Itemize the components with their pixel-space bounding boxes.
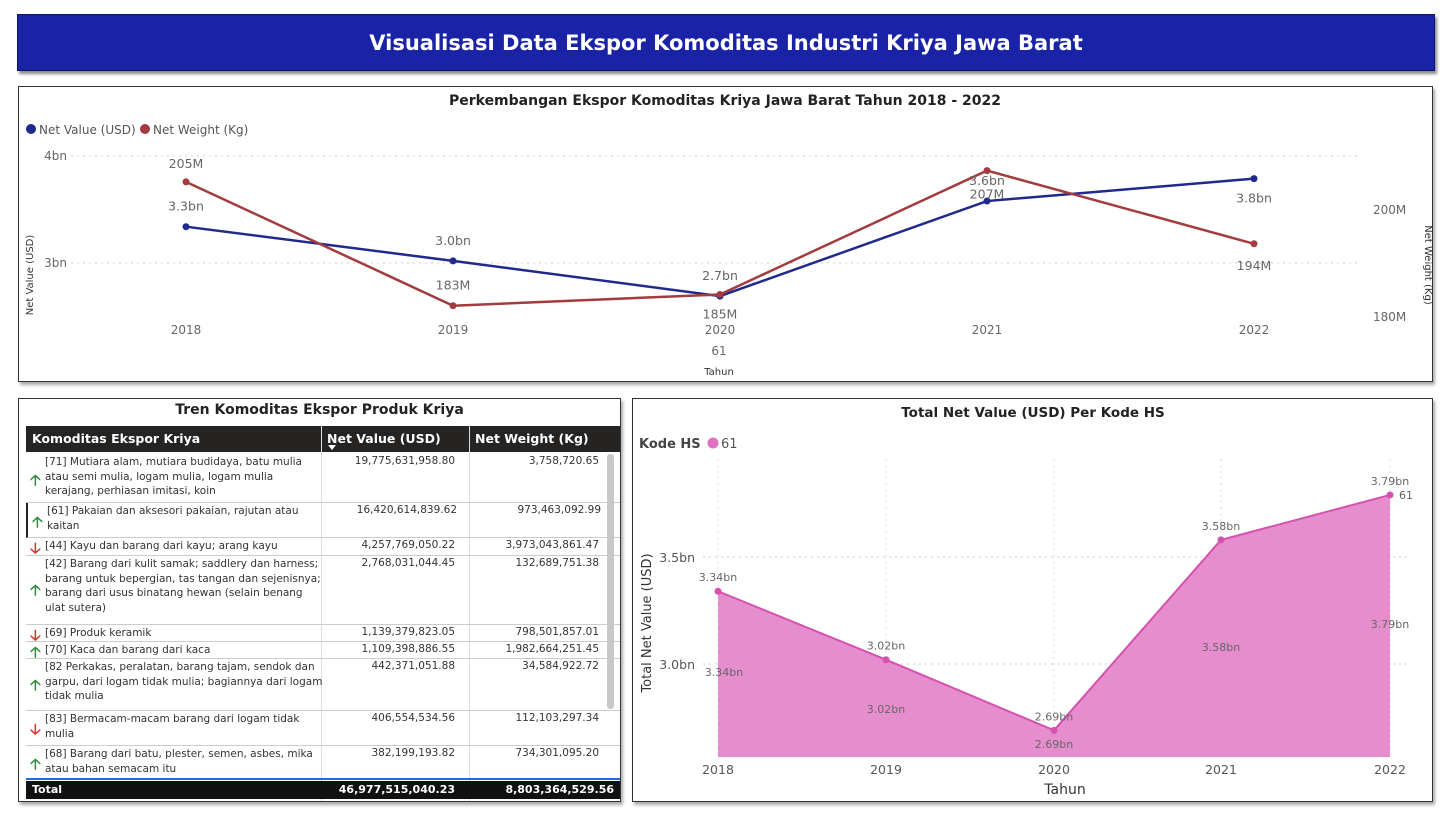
table-row[interactable]: 🡡 [82 Perkakas, peralatan, barang tajam,… [26, 659, 620, 711]
x-subtick-label: 61 [711, 344, 726, 358]
y2-tick-label: 180M [1373, 310, 1406, 324]
data-point-net-value[interactable] [449, 257, 457, 265]
area-chart: Total Net Value (USD) Per Kode HS Kode H… [639, 405, 1413, 798]
table-total-row: Total 46,977,515,040.23 8,803,364,529.56 [26, 781, 620, 799]
legend-title: Kode HS [639, 437, 701, 452]
data-label-net-value: 3.6bn [969, 173, 1005, 188]
col-header-net-value[interactable]: Net Value (USD) [327, 431, 441, 446]
y-axis-label: Net Value (USD) [25, 235, 36, 316]
data-label-net-weight: 205M [169, 156, 204, 171]
area-chart-panel[interactable]: Total Net Value (USD) Per Kode HS Kode H… [632, 398, 1433, 802]
trend-up-icon: 🡡 [30, 755, 41, 773]
data-label-inner: 3.58bn [1202, 641, 1240, 654]
data-point-net-value[interactable] [983, 197, 991, 205]
data-point-61[interactable] [1050, 726, 1058, 734]
table-row[interactable]: 🡡 [68] Barang dari batu, plester, semen,… [26, 746, 620, 780]
data-point-61[interactable] [714, 587, 722, 595]
data-label-net-weight: 185M [703, 306, 738, 321]
data-point-net-weight[interactable] [1250, 240, 1258, 248]
legend-marker-net-value [26, 124, 36, 134]
y-tick-label: 3bn [44, 256, 67, 270]
data-label-net-value: 3.8bn [1236, 191, 1272, 206]
col-header-net-weight[interactable]: Net Weight (Kg) [475, 431, 589, 446]
trend-up-icon: 🡡 [30, 643, 41, 661]
data-label-net-weight: 183M [436, 278, 471, 293]
legend-marker-61 [707, 437, 719, 449]
legend-label-61[interactable]: 61 [721, 437, 738, 452]
x-axis-label: Tahun [703, 367, 734, 378]
sort-desc-icon[interactable] [328, 445, 336, 451]
data-point-net-weight[interactable] [983, 167, 991, 175]
data-label-top: 3.79bn [1371, 475, 1409, 488]
data-point-net-weight[interactable] [449, 302, 457, 310]
data-point-net-weight[interactable] [182, 178, 190, 186]
table-row[interactable]: 🡡 [70] Kaca dan barang dari kaca 1,109,3… [26, 642, 620, 661]
x-tick-label: 2019 [870, 762, 902, 777]
table-header: Komoditas Ekspor Kriya Net Value (USD) N… [26, 426, 620, 452]
data-point-net-value[interactable] [1250, 175, 1258, 183]
x-tick-label: 2018 [171, 323, 202, 337]
area-y-axis-label: Total Net Value (USD) [640, 553, 655, 693]
line-chart: Perkembangan Ekspor Komoditas Kriya Jawa… [25, 93, 1433, 378]
data-label-inner: 3.34bn [705, 666, 743, 679]
table-row[interactable]: 🡡 [42] Barang dari kulit samak; saddlery… [26, 556, 620, 625]
legend-label-net-weight[interactable]: Net Weight (Kg) [153, 123, 248, 137]
data-point-net-weight[interactable] [716, 290, 724, 298]
trend-up-icon: 🡡 [30, 581, 41, 599]
table-row[interactable]: 🡣 [44] Kayu dan barang dari kayu; arang … [26, 538, 620, 557]
y-tick-label: 4bn [44, 149, 67, 163]
x-tick-label: 2018 [702, 762, 734, 777]
data-label-top: 3.02bn [867, 640, 905, 653]
y2-axis-label: Net Weight (Kg) [1422, 225, 1432, 305]
trend-up-icon: 🡡 [30, 471, 41, 489]
data-label-top: 3.34bn [699, 571, 737, 584]
data-point-61[interactable] [1386, 491, 1394, 499]
area-x-axis-label: Tahun [1043, 782, 1085, 798]
col-header-komoditas[interactable]: Komoditas Ekspor Kriya [32, 431, 201, 446]
data-label-net-value: 3.3bn [168, 199, 204, 214]
x-tick-label: 2020 [705, 323, 736, 337]
legend-label-net-value[interactable]: Net Value (USD) [39, 123, 136, 137]
table-title: Tren Komoditas Ekspor Produk Kriya [175, 402, 464, 418]
trend-down-icon: 🡣 [30, 626, 41, 644]
x-tick-label: 2020 [1038, 762, 1070, 777]
legend-marker-net-weight [140, 124, 150, 134]
data-label-net-value: 3.0bn [435, 233, 471, 248]
table-panel[interactable]: Tren Komoditas Ekspor Produk Kriya Komod… [18, 398, 621, 802]
trend-down-icon: 🡣 [30, 720, 41, 738]
x-tick-label: 2021 [972, 323, 1003, 337]
data-label-top: 3.58bn [1202, 520, 1240, 533]
x-tick-label: 2021 [1205, 762, 1237, 777]
area-chart-title: Total Net Value (USD) Per Kode HS [901, 405, 1164, 421]
area-fill-61[interactable] [718, 494, 1390, 757]
data-point-61[interactable] [1217, 536, 1225, 544]
data-point-61[interactable] [882, 656, 890, 664]
trend-up-icon: 🡡 [32, 513, 43, 531]
data-label-inner: 3.02bn [867, 703, 905, 716]
trend-down-icon: 🡣 [30, 539, 41, 557]
x-tick-label: 2022 [1239, 323, 1270, 337]
data-label-inner: 3.79bn [1371, 618, 1409, 631]
y-tick-label: 3.0bn [659, 657, 695, 672]
series-end-label: 61 [1399, 489, 1413, 502]
table-row[interactable]: 🡡 [61] Pakaian dan aksesori pakaian, raj… [26, 503, 620, 538]
table-row[interactable]: 🡡 [71] Mutiara alam, mutiara budidaya, b… [26, 454, 620, 503]
line-chart-title: Perkembangan Ekspor Komoditas Kriya Jawa… [449, 93, 1001, 109]
line-chart-panel[interactable]: Perkembangan Ekspor Komoditas Kriya Jawa… [18, 86, 1433, 382]
data-label-net-value: 2.7bn [702, 268, 738, 283]
x-tick-label: 2019 [438, 323, 469, 337]
data-label-net-weight: 194M [1237, 258, 1272, 273]
y2-tick-label: 200M [1373, 203, 1406, 217]
dashboard-title: Visualisasi Data Ekspor Komoditas Indust… [17, 14, 1435, 71]
data-label-inner: 2.69bn [1035, 738, 1073, 751]
data-label-net-weight: 207M [970, 187, 1005, 202]
y-tick-label: 3.5bn [659, 550, 695, 565]
table-row[interactable]: 🡣 [83] Bermacam-macam barang dari logam … [26, 711, 620, 746]
x-tick-label: 2022 [1374, 762, 1406, 777]
table-row[interactable]: 🡣 [69] Produk keramik 1,139,379,823.05 7… [26, 625, 620, 644]
data-point-net-value[interactable] [182, 223, 190, 231]
trend-up-icon: 🡡 [30, 676, 41, 694]
data-label-top: 2.69bn [1035, 710, 1073, 723]
table-scrollbar[interactable] [607, 454, 614, 709]
